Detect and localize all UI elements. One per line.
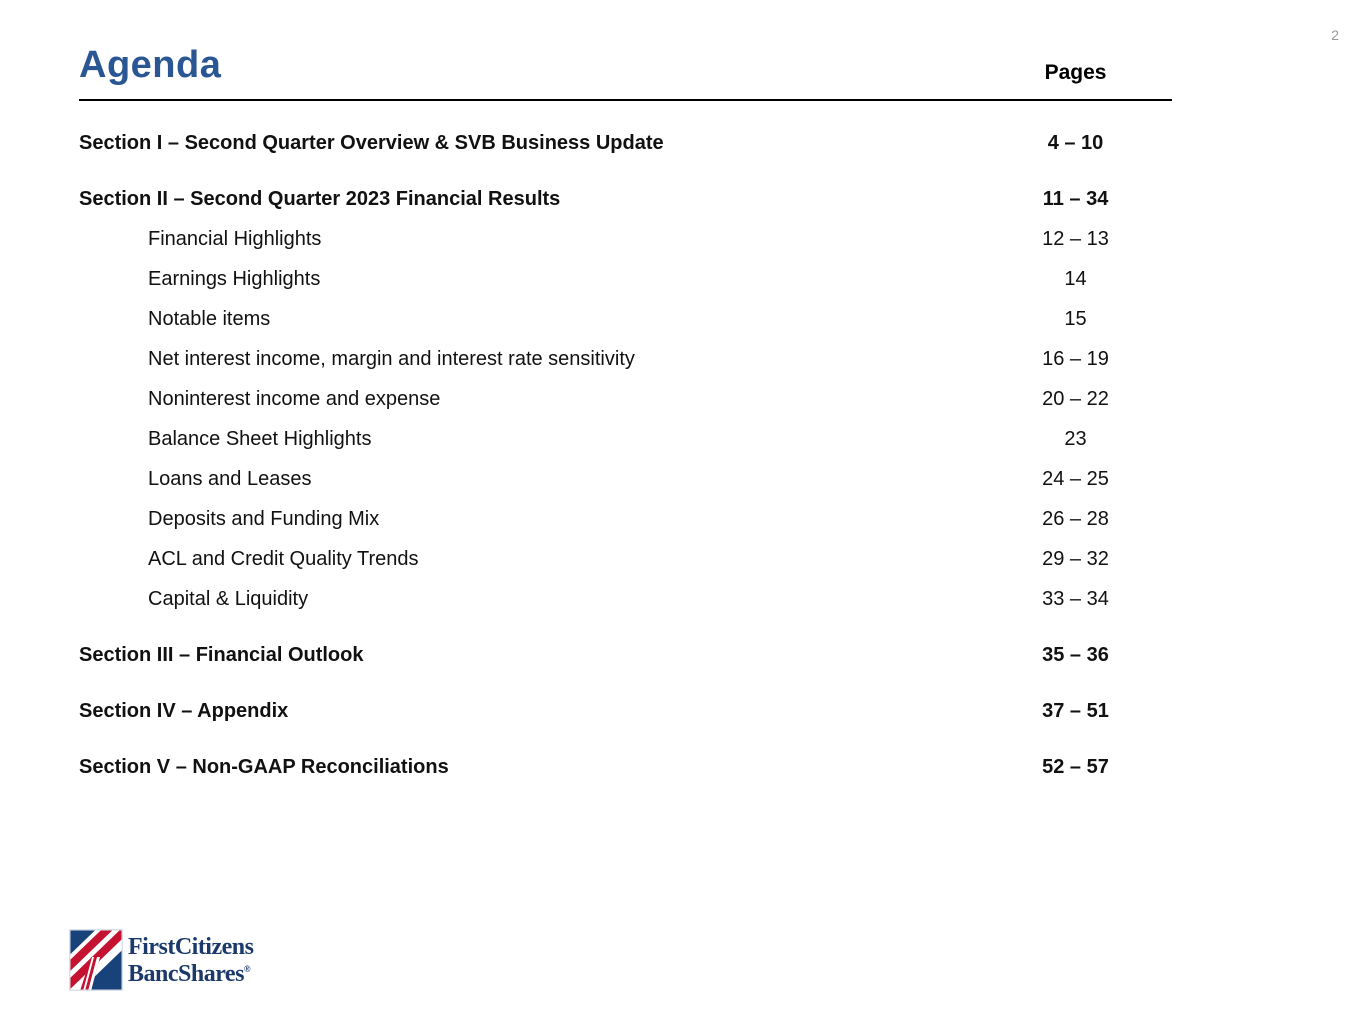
toc-item-label: Capital & Liquidity: [148, 587, 309, 610]
toc-item-pages: 11 – 34: [1042, 187, 1109, 210]
toc-item-pages: 20 – 22: [1042, 387, 1109, 410]
toc-item-label: ACL and Credit Quality Trends: [148, 547, 419, 570]
logo-line-1: FirstCitizens: [128, 933, 254, 960]
toc-item-label: Balance Sheet Highlights: [148, 427, 372, 450]
firstcitizens-bancshares-logo: FirstCitizens BancShares®: [69, 929, 254, 991]
toc-row-net-interest-income: Net interest income, margin and interest…: [79, 339, 1172, 379]
toc-item-pages: 37 – 51: [1042, 699, 1109, 722]
toc-item-pages: 14: [1064, 267, 1087, 290]
toc-item-label: Earnings Highlights: [148, 267, 321, 290]
toc-item-pages: 33 – 34: [1042, 587, 1109, 610]
toc-item-label: Section II – Second Quarter 2023 Financi…: [79, 187, 561, 210]
toc-item-label: Section I – Second Quarter Overview & SV…: [79, 131, 664, 154]
toc-item-pages: 52 – 57: [1042, 755, 1109, 778]
toc-row-noninterest-income: Noninterest income and expense 20 – 22: [79, 379, 1172, 419]
toc-item-pages: 23: [1064, 427, 1087, 450]
toc-item-pages: 15: [1064, 307, 1087, 330]
page-title: Agenda: [79, 44, 222, 86]
toc-item-pages: 16 – 19: [1042, 347, 1109, 370]
toc-item-label: Notable items: [148, 307, 271, 330]
toc-item-label: Financial Highlights: [148, 227, 322, 250]
toc-row-financial-highlights: Financial Highlights 12 – 13: [79, 219, 1172, 259]
toc-row-acl-credit-quality: ACL and Credit Quality Trends 29 – 32: [79, 539, 1172, 579]
logo-line-2: BancShares®: [128, 960, 251, 987]
slide-page-number: 2: [1331, 27, 1339, 43]
toc-item-pages: 12 – 13: [1042, 227, 1109, 250]
toc-row-section-5: Section V – Non-GAAP Reconciliations 52 …: [79, 747, 1172, 787]
toc-item-pages: 26 – 28: [1042, 507, 1109, 530]
firstcitizens-logo-text: FirstCitizens BancShares®: [128, 933, 254, 987]
toc-item-label: Noninterest income and expense: [148, 387, 441, 410]
firstcitizens-logo-mark: [69, 929, 123, 991]
toc-item-label: Net interest income, margin and interest…: [148, 347, 635, 370]
toc-row-notable-items: Notable items 15: [79, 299, 1172, 339]
toc-row-deposits-funding-mix: Deposits and Funding Mix 26 – 28: [79, 499, 1172, 539]
toc-item-pages: 35 – 36: [1042, 643, 1109, 666]
table-of-contents: Section I – Second Quarter Overview & SV…: [79, 123, 1172, 787]
toc-item-label: Deposits and Funding Mix: [148, 507, 380, 530]
toc-item-pages: 29 – 32: [1042, 547, 1109, 570]
toc-row-section-1: Section I – Second Quarter Overview & SV…: [79, 123, 1172, 163]
toc-row-capital-liquidity: Capital & Liquidity 33 – 34: [79, 579, 1172, 619]
toc-item-label: Section III – Financial Outlook: [79, 643, 364, 666]
toc-item-label: Section IV – Appendix: [79, 699, 289, 722]
toc-row-section-4: Section IV – Appendix 37 – 51: [79, 691, 1172, 731]
toc-item-label: Section V – Non-GAAP Reconciliations: [79, 755, 449, 778]
pages-column-header: Pages: [1044, 61, 1107, 84]
toc-row-loans-and-leases: Loans and Leases 24 – 25: [79, 459, 1172, 499]
agenda-slide-content: Agenda Pages Section I – Second Quarter …: [79, 44, 1172, 787]
registered-trademark-symbol: ®: [243, 963, 251, 974]
toc-row-earnings-highlights: Earnings Highlights 14: [79, 259, 1172, 299]
toc-item-pages: 4 – 10: [1047, 131, 1104, 154]
agenda-header: Agenda Pages: [79, 44, 1172, 101]
toc-item-pages: 24 – 25: [1042, 467, 1109, 490]
toc-item-label: Loans and Leases: [148, 467, 312, 490]
toc-row-section-2: Section II – Second Quarter 2023 Financi…: [79, 179, 1172, 219]
toc-row-section-3: Section III – Financial Outlook 35 – 36: [79, 635, 1172, 675]
toc-row-balance-sheet-highlights: Balance Sheet Highlights 23: [79, 419, 1172, 459]
